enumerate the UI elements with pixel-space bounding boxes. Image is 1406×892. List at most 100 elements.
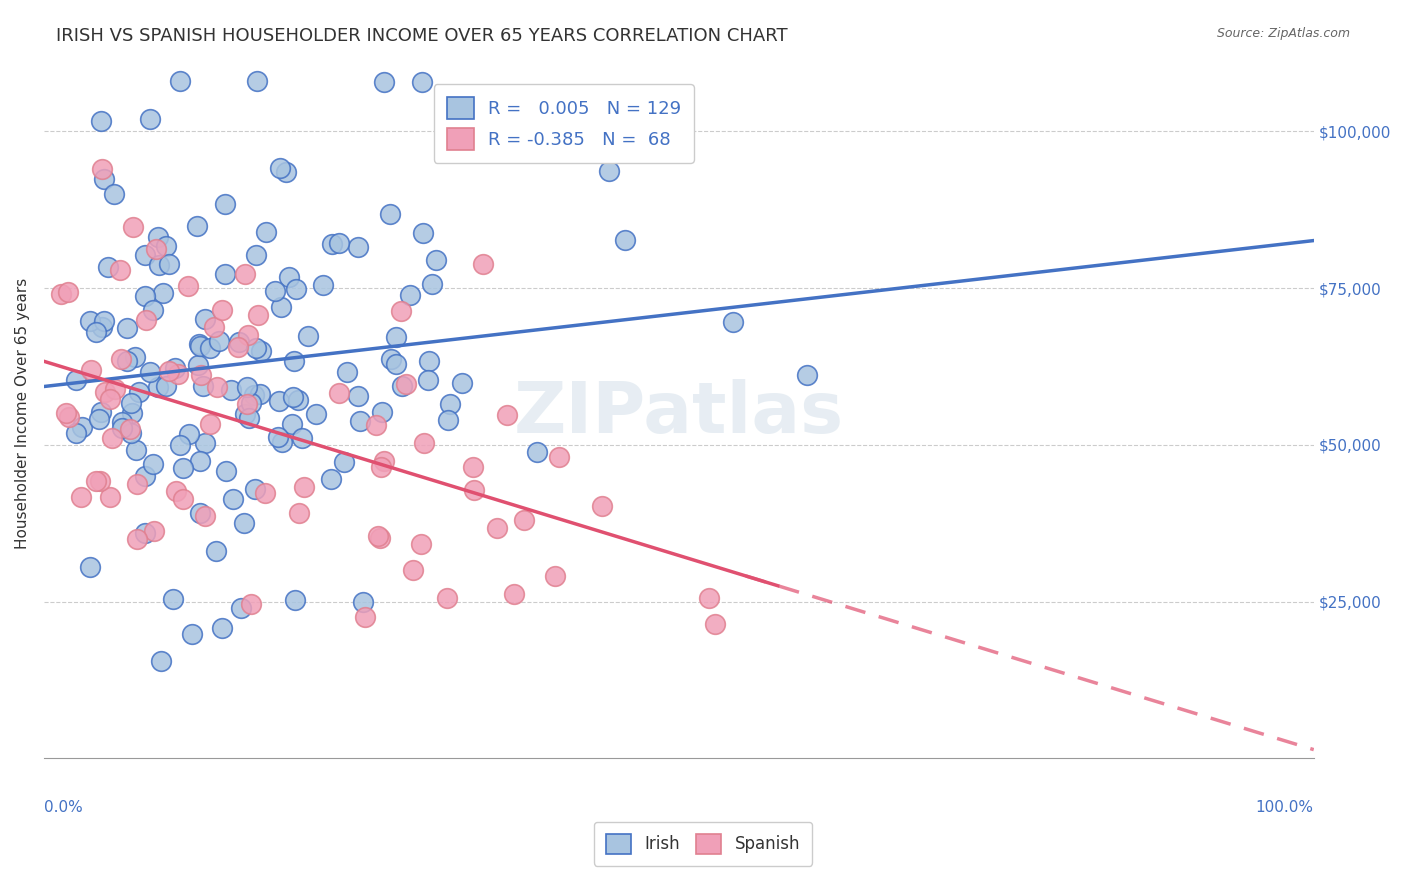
Point	[394, 376, 416, 391]
Point	[100, 431, 122, 445]
Legend: R =   0.005   N = 129, R = -0.385   N =  68: R = 0.005 N = 129, R = -0.385 N = 68	[434, 85, 693, 163]
Point	[437, 413, 460, 427]
Point	[91, 319, 114, 334]
Point	[236, 328, 259, 343]
Point	[391, 379, 413, 393]
Point	[370, 460, 392, 475]
Point	[249, 386, 271, 401]
Point	[297, 329, 319, 343]
Point	[188, 339, 211, 353]
Point	[58, 409, 80, 424]
Point	[246, 74, 269, 88]
Point	[134, 526, 156, 541]
Text: 0.0%: 0.0%	[44, 800, 83, 814]
Point	[219, 384, 242, 398]
Point	[162, 591, 184, 606]
Point	[402, 563, 425, 577]
Point	[121, 220, 143, 235]
Point	[238, 410, 260, 425]
Point	[281, 390, 304, 404]
Point	[65, 426, 87, 441]
Point	[347, 240, 370, 254]
Point	[697, 591, 720, 605]
Point	[305, 407, 328, 421]
Point	[94, 384, 117, 399]
Point	[194, 436, 217, 450]
Point	[228, 340, 250, 354]
Point	[84, 325, 107, 339]
Point	[287, 506, 309, 520]
Point	[246, 308, 269, 322]
Point	[121, 406, 143, 420]
Point	[418, 374, 440, 388]
Point	[412, 226, 434, 240]
Point	[240, 395, 263, 409]
Point	[205, 543, 228, 558]
Point	[89, 474, 111, 488]
Point	[411, 75, 433, 89]
Point	[283, 353, 305, 368]
Point	[135, 312, 157, 326]
Text: 100.0%: 100.0%	[1256, 800, 1313, 814]
Point	[208, 334, 231, 348]
Point	[613, 233, 636, 247]
Point	[548, 450, 571, 464]
Point	[336, 365, 359, 379]
Point	[353, 609, 375, 624]
Point	[592, 499, 614, 513]
Point	[193, 378, 215, 392]
Point	[186, 219, 208, 233]
Point	[125, 442, 148, 457]
Point	[214, 267, 236, 281]
Point	[145, 242, 167, 256]
Point	[371, 405, 394, 419]
Point	[118, 422, 141, 436]
Point	[65, 373, 87, 387]
Point	[97, 260, 120, 274]
Point	[157, 257, 180, 271]
Point	[267, 394, 290, 409]
Point	[328, 385, 350, 400]
Point	[254, 485, 277, 500]
Point	[384, 357, 406, 371]
Point	[181, 626, 204, 640]
Point	[110, 415, 132, 429]
Point	[412, 436, 434, 450]
Point	[110, 263, 132, 277]
Point	[373, 454, 395, 468]
Point	[79, 313, 101, 327]
Point	[128, 384, 150, 399]
Point	[190, 368, 212, 383]
Point	[124, 350, 146, 364]
Point	[418, 354, 440, 368]
Point	[172, 460, 194, 475]
Point	[134, 468, 156, 483]
Point	[243, 483, 266, 497]
Point	[155, 239, 177, 253]
Point	[93, 172, 115, 186]
Text: ZIPatlas: ZIPatlas	[513, 379, 844, 448]
Point	[143, 524, 166, 538]
Point	[796, 368, 818, 383]
Point	[425, 252, 447, 267]
Point	[471, 257, 494, 271]
Point	[198, 341, 221, 355]
Point	[271, 435, 294, 450]
Point	[274, 165, 297, 179]
Point	[115, 321, 138, 335]
Point	[228, 334, 250, 349]
Point	[222, 491, 245, 506]
Point	[125, 476, 148, 491]
Point	[411, 537, 433, 551]
Text: Source: ZipAtlas.com: Source: ZipAtlas.com	[1216, 27, 1350, 40]
Point	[463, 460, 485, 475]
Point	[142, 303, 165, 318]
Point	[172, 491, 194, 506]
Point	[207, 380, 229, 394]
Point	[526, 444, 548, 458]
Point	[211, 303, 233, 318]
Point	[332, 455, 354, 469]
Point	[598, 163, 620, 178]
Point	[111, 420, 134, 434]
Point	[368, 532, 391, 546]
